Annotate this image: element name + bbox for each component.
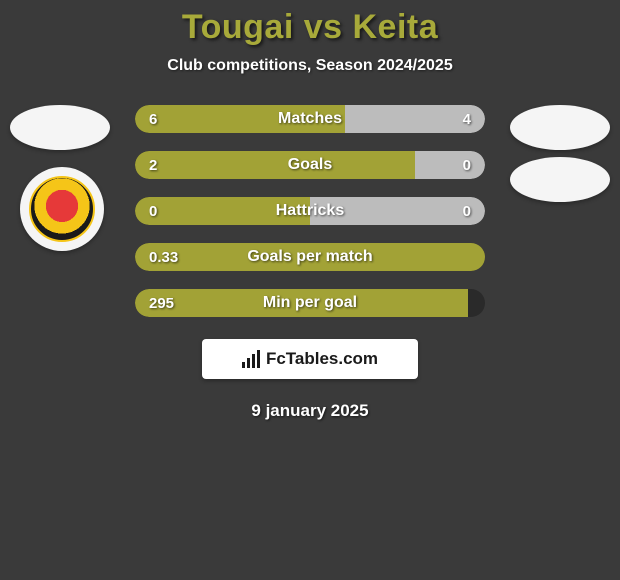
bar-value-left: 0: [149, 197, 157, 225]
club-badge-inner: [29, 176, 95, 242]
header: Tougai vs Keita Club competitions, Seaso…: [0, 0, 620, 75]
bar-value-left: 295: [149, 289, 174, 317]
bar-value-left: 6: [149, 105, 157, 133]
bar-fill-right: [310, 197, 485, 225]
comparison-row: 20Goals: [135, 151, 485, 179]
comparison-row: 295Min per goal: [135, 289, 485, 317]
bar-value-left: 2: [149, 151, 157, 179]
player-right-avatar: [510, 105, 610, 150]
club-badge: [20, 167, 104, 251]
bar-value-left: 0.33: [149, 243, 178, 271]
date-label: 9 january 2025: [0, 401, 620, 421]
bar-value-right: 0: [463, 197, 471, 225]
bar-value-right: 4: [463, 105, 471, 133]
page-subtitle: Club competitions, Season 2024/2025: [0, 57, 620, 75]
brand-chart-icon: [242, 350, 260, 368]
comparison-row: 0.33Goals per match: [135, 243, 485, 271]
bar-fill-left: [135, 105, 345, 133]
comparison-panel: 64Matches20Goals00Hattricks0.33Goals per…: [0, 105, 620, 421]
comparison-row: 64Matches: [135, 105, 485, 133]
player-left-avatar: [10, 105, 110, 150]
bar-fill-left: [135, 243, 485, 271]
comparison-bars: 64Matches20Goals00Hattricks0.33Goals per…: [135, 105, 485, 317]
bar-fill-left: [135, 151, 415, 179]
brand-text: FcTables.com: [266, 349, 378, 369]
player-right-avatar-secondary: [510, 157, 610, 202]
bar-value-right: 0: [463, 151, 471, 179]
bar-fill-right: [415, 151, 485, 179]
bar-fill-left: [135, 289, 468, 317]
comparison-row: 00Hattricks: [135, 197, 485, 225]
brand-box[interactable]: FcTables.com: [202, 339, 418, 379]
page-title: Tougai vs Keita: [0, 8, 620, 47]
bar-fill-left: [135, 197, 310, 225]
